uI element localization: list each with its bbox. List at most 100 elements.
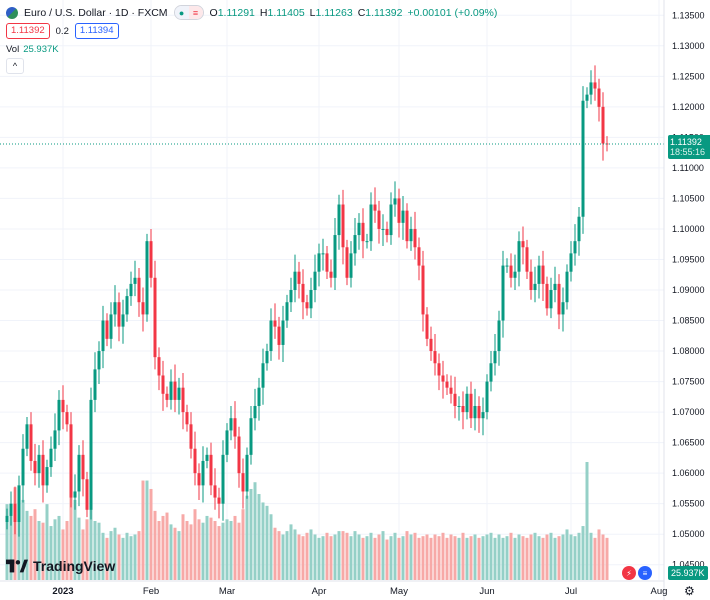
candle-body (89, 399, 93, 510)
volume-bar (221, 522, 225, 580)
candle-body (477, 406, 481, 419)
volume-bar (289, 524, 293, 580)
price-tick-label: 1.13500 (672, 10, 705, 20)
candle-body (489, 363, 493, 382)
volume-bar (173, 527, 177, 580)
candle-body (241, 473, 245, 492)
price-tick-label: 1.13000 (672, 41, 705, 51)
candle-body (13, 503, 17, 522)
candle-body (469, 393, 473, 419)
candle-body (129, 283, 133, 297)
tradingview-logo-icon (6, 559, 28, 573)
volume-bar (29, 515, 33, 580)
volume-bar (573, 536, 577, 580)
indicator-icon[interactable]: ≡ (188, 6, 203, 19)
volume-bar (149, 488, 153, 580)
volume-bar (389, 536, 393, 580)
change-value: +0.00101 (+0.09%) (407, 6, 498, 19)
candle-body (125, 296, 129, 315)
volume-bar (577, 532, 581, 580)
us-flag-event-icon[interactable]: ≡ (638, 566, 652, 580)
candle-body (565, 271, 569, 303)
settings-gear-icon[interactable]: ⚙ (684, 584, 695, 598)
volume-bar (201, 522, 205, 580)
candle-body (601, 106, 605, 144)
volume-bar (441, 532, 445, 580)
volume-bar (453, 536, 457, 580)
volume-bar (257, 494, 261, 580)
volume-bar (357, 534, 361, 580)
time-tick-label: Feb (143, 586, 159, 597)
candle-body (225, 430, 229, 455)
volume-legend: Vol 25.937K (6, 44, 59, 55)
candle-body (421, 265, 425, 315)
candle-body (433, 351, 437, 364)
candle-body (37, 454, 41, 474)
candle-body (589, 82, 593, 95)
volume-bar (405, 531, 409, 580)
volume-bar (125, 532, 129, 580)
candle-body (525, 247, 529, 272)
candle-body (513, 271, 517, 278)
candle-body (133, 277, 137, 284)
volume-bar (361, 537, 365, 580)
volume-bar (225, 519, 229, 580)
volume-bar (25, 510, 29, 580)
volume-bar (581, 526, 585, 580)
volume-bar (169, 524, 173, 580)
symbol-title[interactable]: Euro / U.S. Dollar · 1D · FXCM (24, 6, 168, 19)
price-axis[interactable]: 1.04500 1.05000 1.05500 1.06000 1.06500 1.070… (663, 0, 705, 600)
volume-bar (349, 536, 353, 580)
grid-lines (0, 0, 664, 580)
volume-bar (597, 529, 601, 580)
volume-bar (229, 521, 233, 580)
volume-bars (5, 462, 609, 580)
collapse-legend-button[interactable]: ^ (6, 58, 24, 74)
volume-bar (209, 517, 213, 580)
time-axis[interactable]: 2023 Feb Mar Apr May Jun Jul Aug (0, 580, 667, 597)
price-tick-label: 1.12500 (672, 71, 705, 81)
tradingview-logo[interactable]: TradingView (6, 558, 115, 574)
candle-body (409, 228, 413, 242)
volume-label[interactable]: Vol (6, 44, 20, 55)
volume-bar (465, 537, 469, 580)
volume-value: 25.937K (23, 44, 59, 55)
candle-body (437, 363, 441, 376)
volume-bar (49, 526, 53, 580)
volume-bar (245, 495, 249, 580)
price-tick-label: 1.11000 (672, 163, 704, 173)
volume-bar (241, 509, 245, 580)
candle-body (445, 381, 449, 388)
candle-body (597, 88, 601, 107)
candle-body (121, 314, 125, 327)
price-tick-label: 1.08000 (672, 346, 705, 356)
candle-body (537, 265, 541, 284)
lightning-event-icon[interactable]: ⚡ (622, 566, 636, 580)
low-value: 1.11263 (315, 6, 353, 19)
candle-body (113, 302, 117, 315)
volume-bar (21, 499, 25, 580)
candle-body (401, 210, 405, 223)
candle-body (173, 381, 177, 400)
candle-body (397, 198, 401, 223)
volume-bar (265, 505, 269, 580)
buy-price-button[interactable]: 1.11394 (74, 23, 119, 39)
volume-bar (513, 537, 517, 580)
time-tick-label: May (390, 586, 408, 597)
sell-price-button[interactable]: 1.11392 (6, 23, 50, 39)
visibility-toggles[interactable]: ● ≡ (173, 5, 204, 20)
candle-body (289, 290, 293, 303)
candle-body (117, 302, 121, 327)
candle-body (441, 375, 445, 382)
candle-body (17, 485, 21, 522)
candle-body (229, 418, 233, 431)
green-dot-icon[interactable]: ● (174, 6, 189, 19)
candle-body (561, 302, 565, 315)
event-badges[interactable]: ⚡ ≡ (622, 566, 652, 580)
candle-body (261, 363, 265, 388)
ohlc-values: O1.11291 H1.11405 L1.11263 C1.11392 +0.0… (210, 7, 498, 19)
candle-body (389, 204, 393, 236)
volume-bar (193, 509, 197, 580)
volume-bar (525, 537, 529, 580)
